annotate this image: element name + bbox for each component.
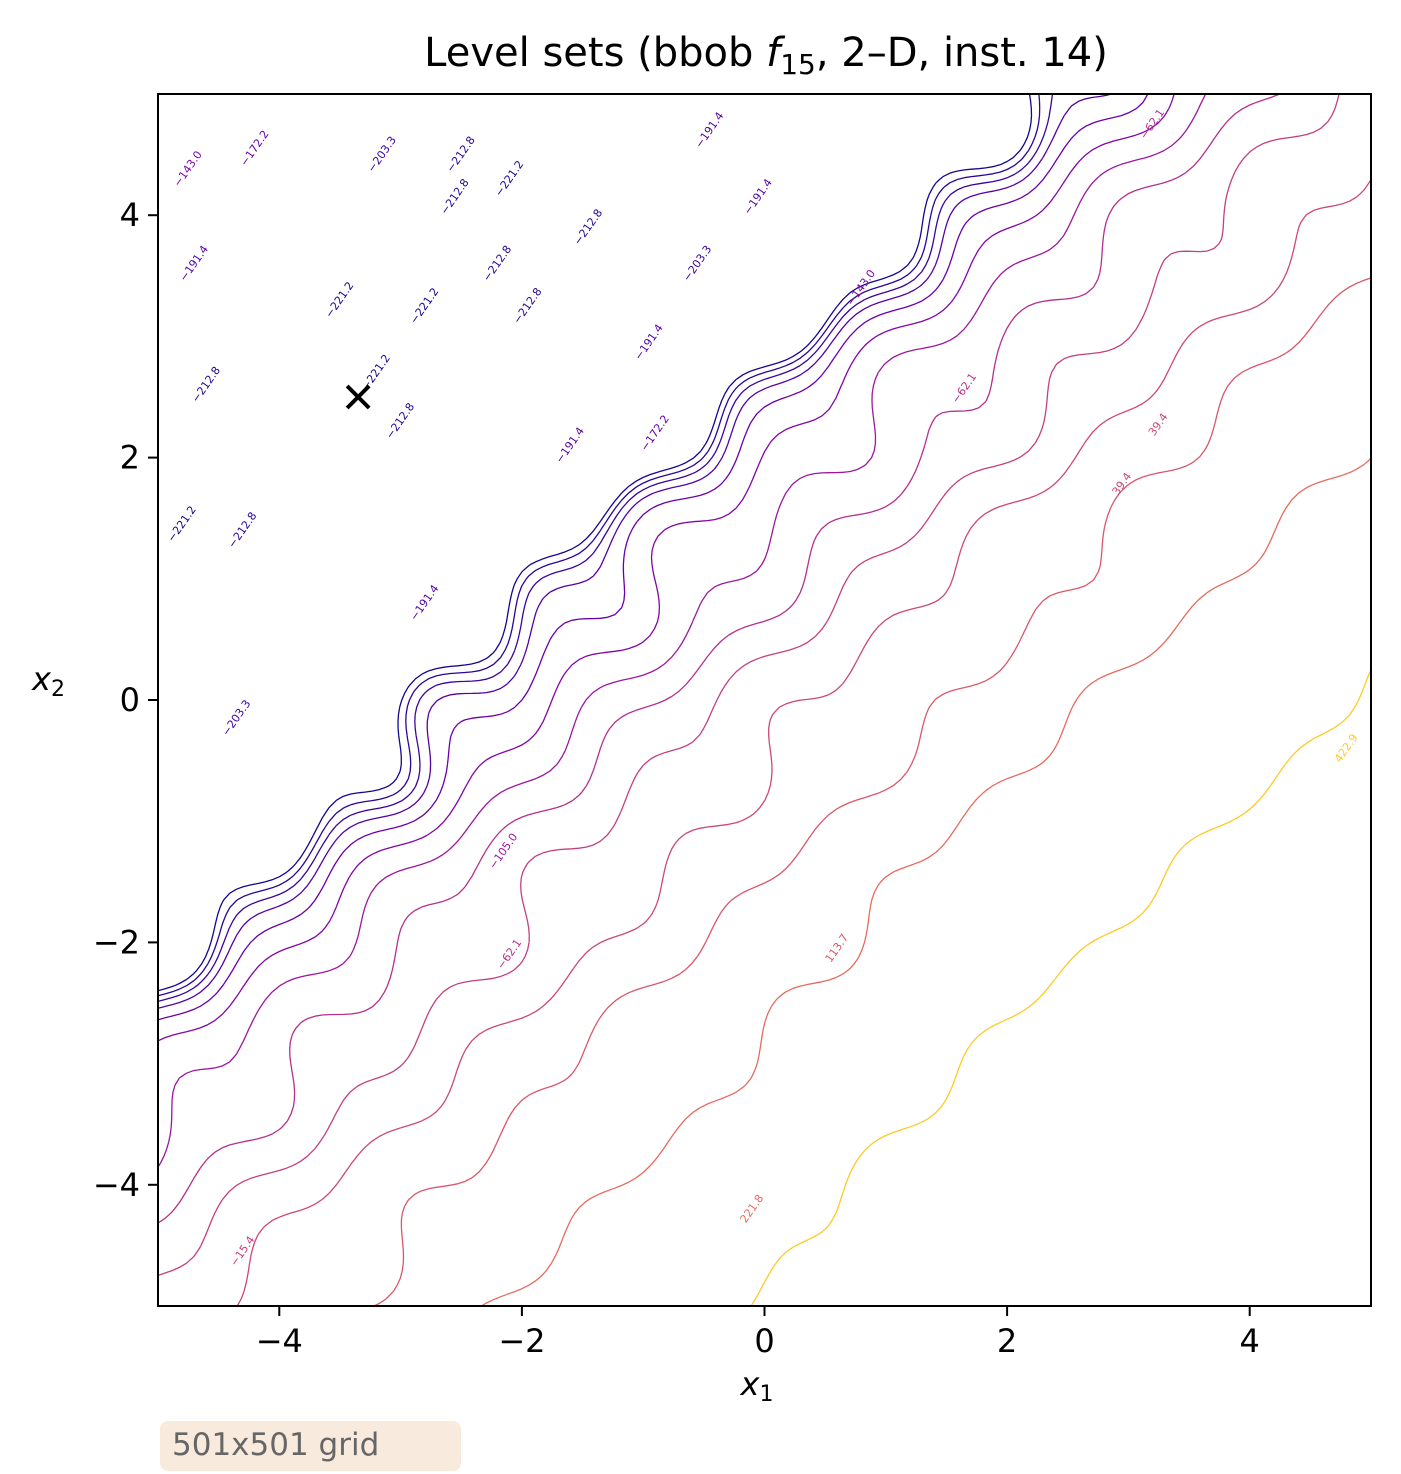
contour-level-12 <box>750 669 1371 1306</box>
contour-label-9: −221.2 <box>323 279 357 320</box>
contour-level-4 <box>158 94 1149 1021</box>
contour-label-29: −62.1 <box>1137 106 1167 141</box>
contour-level-1 <box>158 94 1041 997</box>
contour-label-34: 422.9 <box>1332 732 1361 765</box>
contour-label-14: −191.4 <box>741 176 775 217</box>
contour-label-23: −221.2 <box>165 504 199 545</box>
contour-label-20: −212.8 <box>189 364 223 405</box>
y-tick-label: 2 <box>120 439 140 477</box>
x-axis-ticks: −4 −2 0 2 4 <box>256 1306 1260 1360</box>
contour-label-0: −143.0 <box>171 148 205 189</box>
contour-label-27: −62.1 <box>494 937 524 972</box>
contour-label-31: 39.4 <box>1146 411 1171 439</box>
y-axis-label: x2 <box>31 660 65 702</box>
contour-label-21: −212.8 <box>383 401 417 442</box>
contour-label-35: −15.4 <box>228 1234 258 1269</box>
contour-level-5 <box>158 94 1175 1042</box>
y-axis-ticks: −4 −2 0 2 4 <box>93 196 158 1204</box>
contour-level-3 <box>158 94 1112 1009</box>
contour-label-6: −212.8 <box>438 176 472 217</box>
contour-label-25: −203.3 <box>219 697 253 738</box>
contour-label-13: −203.3 <box>680 243 714 284</box>
plot-frame <box>157 93 1372 1307</box>
x-axis-label: x1 <box>740 1365 774 1407</box>
x-tick-label: 0 <box>754 1322 774 1360</box>
contour-label-7: −212.8 <box>571 207 605 248</box>
contour-label-4: −212.8 <box>444 134 478 175</box>
contour-labels: −143.0 −172.2 −191.4 −203.3 −212.8 −221.2 −212… <box>165 106 1361 1268</box>
x-tick-label: 2 <box>997 1322 1017 1360</box>
x-tick-label: −2 <box>498 1322 545 1360</box>
contour-level-10 <box>373 277 1371 1306</box>
contour-lines <box>158 94 1371 1306</box>
optimum-marker <box>345 384 371 410</box>
contour-level-0 <box>158 94 1033 992</box>
contour-level-9 <box>236 179 1371 1306</box>
contour-label-12: −221.2 <box>359 352 393 393</box>
contour-level-6 <box>158 94 1207 1168</box>
contour-label-5: −221.2 <box>492 158 526 199</box>
y-tick-label: 4 <box>120 196 140 234</box>
contour-label-15: −191.4 <box>693 110 727 151</box>
x-tick-label: 4 <box>1240 1322 1260 1360</box>
contour-level-8 <box>158 94 1340 1277</box>
x-tick-label: −4 <box>256 1322 303 1360</box>
contour-level-2 <box>158 94 1054 1003</box>
contour-label-2: −191.4 <box>177 243 211 284</box>
contour-label-11: −212.8 <box>511 285 545 326</box>
contour-label-26: −105.0 <box>486 831 520 872</box>
grid-size-note: 501x501 grid <box>160 1421 461 1471</box>
grid-size-text: 501x501 grid <box>172 1427 380 1463</box>
y-tick-label: −2 <box>93 923 140 961</box>
y-tick-label: 0 <box>120 681 140 719</box>
chart-title: Level sets (bbob f15, 2–D, inst. 14) <box>424 30 1108 81</box>
contour-label-8: −212.8 <box>480 243 514 284</box>
contour-label-19: −191.4 <box>553 425 587 466</box>
contour-label-32: 113.7 <box>823 932 852 965</box>
contour-label-3: −203.3 <box>365 134 399 175</box>
contour-label-24: −191.4 <box>407 582 441 623</box>
contour-level-11 <box>480 457 1371 1306</box>
contour-label-33: 221.8 <box>738 1192 767 1225</box>
y-tick-label: −4 <box>93 1166 140 1204</box>
contour-label-17: −191.4 <box>632 322 666 363</box>
contour-label-22: −212.8 <box>225 510 259 551</box>
optimum-x-mark <box>345 384 371 410</box>
contour-label-1: −172.2 <box>238 128 272 169</box>
contour-label-18: −172.2 <box>638 413 672 454</box>
contour-label-10: −221.2 <box>407 285 441 326</box>
contour-label-28: −62.1 <box>949 371 979 406</box>
contour-level-7 <box>158 94 1280 1224</box>
